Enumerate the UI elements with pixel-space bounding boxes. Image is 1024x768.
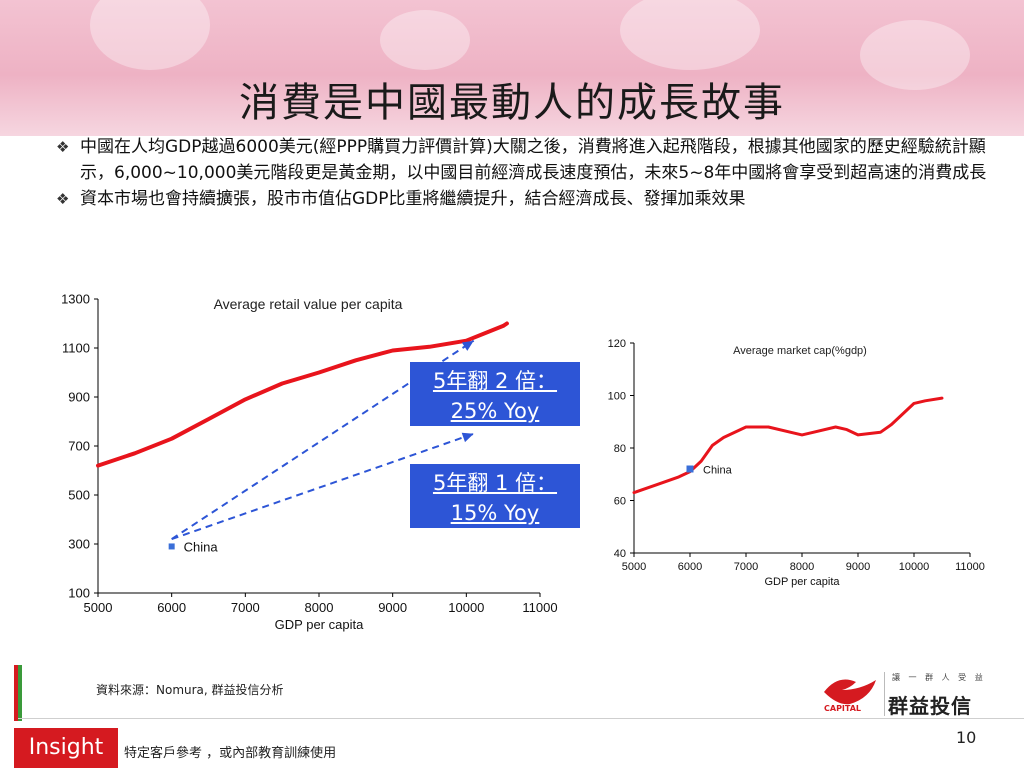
y-tick-label: 500 xyxy=(68,488,90,503)
x-tick-label: 8000 xyxy=(305,600,334,615)
retail-value-chart: 100 300 500 700 900 1100 1300 5000 6000 7000 8000 9… xyxy=(61,292,558,632)
y-tick-label: 80 xyxy=(614,443,626,455)
x-tick-label: 7000 xyxy=(231,600,260,615)
header-banner xyxy=(0,0,1024,136)
callout-line1: 5年翻 1 倍： xyxy=(432,471,558,495)
x-tick-label: 10000 xyxy=(448,600,484,615)
x-axis-label: GDP per capita xyxy=(764,576,840,588)
bullet-list: ❖ 中國在人均GDP越過6000美元(經PPP購買力評價計算)大關之後，消費將進… xyxy=(56,134,996,212)
x-tick-label: 10000 xyxy=(899,561,930,573)
logo-tag: CAPITAL xyxy=(824,704,862,713)
logo-name: 群益投信 xyxy=(888,694,972,718)
y-tick-label: 900 xyxy=(68,390,90,405)
series-line xyxy=(96,321,509,468)
annotation-callout-25: 5年翻 2 倍： 25% Yoy xyxy=(410,362,580,426)
y-tick-label: 1300 xyxy=(61,292,90,307)
china-marker xyxy=(168,543,175,550)
bullet-item: ❖ 資本市場也會持續擴張，股市市值佔GDP比重將繼續提升，結合經濟成長、發揮加乘… xyxy=(56,186,996,212)
x-tick-label: 7000 xyxy=(734,561,758,573)
source-note: 資料來源：Nomura, 群益投信分析 xyxy=(96,683,284,697)
y-tick-label: 100 xyxy=(608,390,626,402)
bullet-text: 中國在人均GDP越過6000美元(經PPP購買力評價計算)大關之後，消費將進入起… xyxy=(80,137,987,183)
x-tick-label: 9000 xyxy=(378,600,407,615)
y-tick-label: 120 xyxy=(608,338,626,350)
y-tick-label: 1100 xyxy=(62,341,90,356)
china-marker-label: China xyxy=(703,464,733,476)
bullet-item: ❖ 中國在人均GDP越過6000美元(經PPP購買力評價計算)大關之後，消費將進… xyxy=(56,134,996,186)
y-tick-label: 700 xyxy=(68,439,90,454)
bullet-text: 資本市場也會持續擴張，股市市值佔GDP比重將繼續提升，結合經濟成長、發揮加乘效果 xyxy=(80,189,746,209)
growth-arrow-line xyxy=(171,432,475,541)
x-tick-label: 5000 xyxy=(622,561,646,573)
callout-line2: 15% Yoy xyxy=(450,501,540,525)
callout-line1: 5年翻 2 倍： xyxy=(432,369,558,393)
accent-bar-green xyxy=(18,665,22,721)
y-tick-label: 40 xyxy=(614,548,626,560)
accent-bar-red xyxy=(14,665,18,721)
page-number: 10 xyxy=(956,728,977,747)
series-line xyxy=(632,396,944,495)
x-tick-label: 8000 xyxy=(790,561,814,573)
slide-title: 消費是中國最動人的成長故事 xyxy=(239,80,785,126)
china-marker-label: China xyxy=(184,540,219,555)
y-tick-label: 100 xyxy=(68,586,90,601)
logo-slogan: 讓 一 群 人 受 益 xyxy=(892,673,986,682)
diamond-bullet-icon: ❖ xyxy=(56,190,70,208)
x-tick-label: 6000 xyxy=(678,561,702,573)
chart-title: Average retail value per capita xyxy=(214,296,403,312)
disclaimer-text: 特定客戶參考 ，或內部教育訓練使用 xyxy=(124,746,337,761)
annotation-callout-15: 5年翻 1 倍： 15% Yoy xyxy=(410,464,580,528)
callout-line2: 25% Yoy xyxy=(450,399,540,423)
x-tick-label: 11000 xyxy=(522,600,557,615)
x-tick-label: 5000 xyxy=(84,600,113,615)
x-tick-label: 11000 xyxy=(955,561,985,573)
x-tick-label: 6000 xyxy=(157,600,186,615)
footer-divider xyxy=(18,718,1024,719)
insight-badge: Insight xyxy=(14,728,118,768)
x-tick-label: 9000 xyxy=(846,561,870,573)
capital-logo-icon xyxy=(824,672,885,716)
china-marker xyxy=(686,465,694,473)
chart-title: Average market cap(%gdp) xyxy=(733,345,867,357)
market-cap-chart: 40 60 80 100 120 5000 6000 7000 8000 9000 10000 110… xyxy=(608,338,985,588)
growth-arrow-head xyxy=(461,432,474,443)
y-tick-label: 60 xyxy=(614,495,626,507)
y-tick-label: 300 xyxy=(68,537,90,552)
x-axis-label: GDP per capita xyxy=(275,617,364,632)
diamond-bullet-icon: ❖ xyxy=(56,138,70,156)
growth-arrow-head xyxy=(461,340,474,351)
